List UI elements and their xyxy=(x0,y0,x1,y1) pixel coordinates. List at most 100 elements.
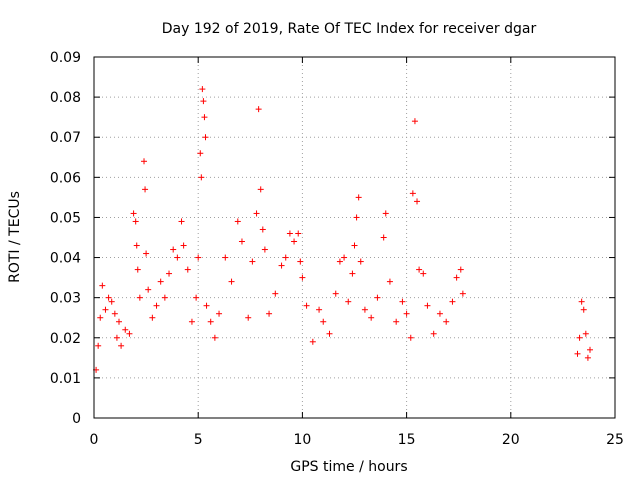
grid-lines xyxy=(94,57,615,418)
y-tick-labels: 0 0.01 0.02 0.03 0.04 0.05 0.06 0.07 0.08 0.09 xyxy=(50,50,81,427)
data-point xyxy=(249,258,256,265)
data-point xyxy=(436,310,443,317)
x-tick-labels: 0 5 10 15 20 25 xyxy=(90,432,624,448)
data-point xyxy=(149,314,156,321)
data-point xyxy=(459,290,466,297)
plot-frame xyxy=(93,56,616,419)
data-point xyxy=(382,210,389,217)
data-point xyxy=(457,266,464,273)
x-tick-label: 25 xyxy=(606,432,624,448)
data-point xyxy=(142,186,149,193)
data-point xyxy=(255,106,262,113)
data-point xyxy=(407,334,414,341)
data-point xyxy=(228,278,235,285)
data-point xyxy=(380,234,387,241)
data-point xyxy=(99,282,106,289)
data-point xyxy=(295,230,302,237)
data-point xyxy=(118,342,125,349)
data-point xyxy=(116,318,123,325)
data-point xyxy=(353,214,360,221)
x-tick-label: 10 xyxy=(293,432,311,448)
x-tick-label: 5 xyxy=(194,432,203,448)
data-point xyxy=(199,86,206,93)
data-point xyxy=(234,218,241,225)
data-point xyxy=(361,306,368,313)
data-point xyxy=(195,254,202,261)
data-point xyxy=(170,246,177,253)
data-points xyxy=(93,86,593,373)
y-tick-label: 0.02 xyxy=(50,331,81,347)
data-point xyxy=(411,118,418,125)
data-point xyxy=(584,354,591,361)
y-tick-label: 0 xyxy=(72,411,81,427)
data-point xyxy=(424,302,431,309)
data-point xyxy=(180,242,187,249)
data-point xyxy=(409,190,416,197)
data-point xyxy=(245,314,252,321)
data-point xyxy=(291,238,298,245)
data-point xyxy=(266,310,273,317)
data-point xyxy=(200,98,207,105)
data-point xyxy=(449,298,456,305)
data-point xyxy=(141,158,148,165)
data-point xyxy=(143,250,150,257)
y-tick-label: 0.03 xyxy=(50,291,81,307)
data-point xyxy=(157,278,164,285)
data-point xyxy=(386,278,393,285)
data-point xyxy=(336,258,343,265)
data-point xyxy=(193,294,200,301)
data-point xyxy=(282,254,289,261)
data-point xyxy=(130,210,137,217)
data-point xyxy=(113,334,120,341)
data-point xyxy=(582,330,589,337)
data-point xyxy=(299,274,306,281)
data-point xyxy=(166,270,173,277)
data-point xyxy=(111,310,118,317)
data-point xyxy=(261,246,268,253)
data-point xyxy=(345,298,352,305)
data-point xyxy=(105,294,112,301)
data-point xyxy=(576,334,583,341)
data-point xyxy=(430,330,437,337)
data-point xyxy=(403,310,410,317)
data-point xyxy=(108,298,115,305)
data-point xyxy=(178,218,185,225)
y-axis-label: ROTI / TECUs xyxy=(7,191,23,283)
data-point xyxy=(316,306,323,313)
data-point xyxy=(297,258,304,265)
data-point xyxy=(174,254,181,261)
data-point xyxy=(201,114,208,121)
data-point xyxy=(586,346,593,353)
data-point xyxy=(222,254,229,261)
data-point xyxy=(286,230,293,237)
data-point xyxy=(341,254,348,261)
data-point xyxy=(153,302,160,309)
data-point xyxy=(399,298,406,305)
data-point xyxy=(578,298,585,305)
data-point xyxy=(303,302,310,309)
data-point xyxy=(203,302,210,309)
data-point xyxy=(132,218,139,225)
data-point xyxy=(453,274,460,281)
data-point xyxy=(133,242,140,249)
data-point xyxy=(238,238,245,245)
data-point xyxy=(393,318,400,325)
data-point xyxy=(414,198,421,205)
data-point xyxy=(351,242,358,249)
y-tick-label: 0.08 xyxy=(50,90,81,106)
data-point xyxy=(216,310,223,317)
x-tick-label: 15 xyxy=(398,432,416,448)
chart-title: Day 192 of 2019, Rate Of TEC Index for r… xyxy=(162,21,537,37)
data-point xyxy=(374,294,381,301)
y-tick-label: 0.04 xyxy=(50,251,81,267)
data-point xyxy=(188,318,195,325)
data-point xyxy=(355,194,362,201)
data-point xyxy=(95,342,102,349)
data-point xyxy=(309,338,316,345)
data-point xyxy=(357,258,364,265)
data-point xyxy=(145,286,152,293)
data-point xyxy=(416,266,423,273)
data-point xyxy=(253,210,260,217)
data-point xyxy=(136,294,143,301)
data-point xyxy=(102,306,109,313)
